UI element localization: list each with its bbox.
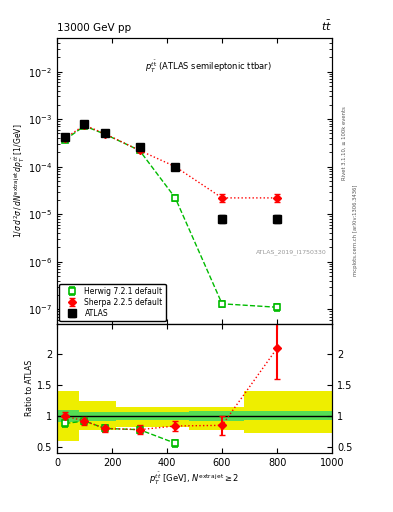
- Y-axis label: $1/\sigma\,d^2\sigma\,/\,dN^{\mathrm{extra\,jet}}\,dp_T^{t\bar{t}}$ [1/GeV]: $1/\sigma\,d^2\sigma\,/\,dN^{\mathrm{ext…: [11, 124, 27, 238]
- Legend: Herwig 7.2.1 default, Sherpa 2.2.5 default, ATLAS: Herwig 7.2.1 default, Sherpa 2.2.5 defau…: [59, 284, 166, 321]
- Text: ATLAS_2019_I1750330: ATLAS_2019_I1750330: [256, 249, 327, 255]
- Y-axis label: Ratio to ATLAS: Ratio to ATLAS: [25, 360, 34, 416]
- Text: mcplots.cern.ch [arXiv:1306.3436]: mcplots.cern.ch [arXiv:1306.3436]: [353, 185, 358, 276]
- Text: $p_T^{t\bar{\mathrm{t}}}$ (ATLAS semileptonic ttbar): $p_T^{t\bar{\mathrm{t}}}$ (ATLAS semilep…: [145, 58, 272, 75]
- Text: Rivet 3.1.10, ≥ 100k events: Rivet 3.1.10, ≥ 100k events: [342, 106, 347, 180]
- Text: 13000 GeV pp: 13000 GeV pp: [57, 23, 131, 33]
- X-axis label: $p_T^{t\bar{t}}$ [GeV], $N^{\mathrm{extra\,jet}} \geq 2$: $p_T^{t\bar{t}}$ [GeV], $N^{\mathrm{extr…: [149, 471, 240, 487]
- Text: $t\bar{t}$: $t\bar{t}$: [321, 19, 332, 33]
